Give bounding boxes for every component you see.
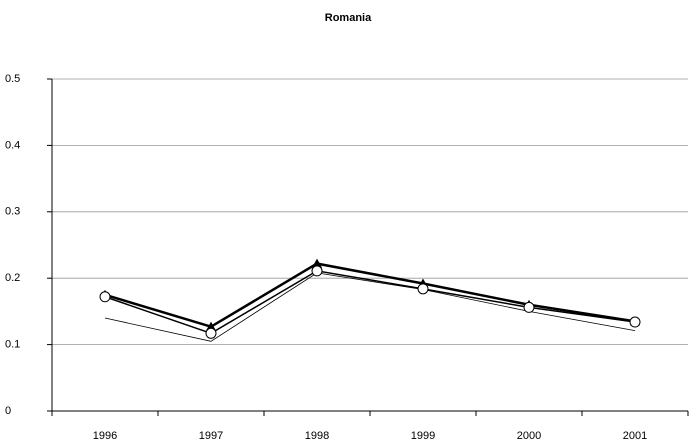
marker	[629, 316, 641, 328]
x-tick-label: 2001	[623, 430, 647, 442]
y-tick-label: 0.1	[5, 339, 20, 351]
y-tick-label: 0	[5, 405, 11, 417]
series-line	[104, 272, 636, 342]
x-tick-label: 1999	[411, 430, 435, 442]
x-tick-label: 1997	[199, 430, 223, 442]
series-line	[104, 262, 636, 329]
marker	[99, 291, 111, 303]
x-tick-label: 1998	[305, 430, 329, 442]
y-tick-label: 0.4	[5, 139, 20, 151]
marker	[312, 258, 322, 268]
y-tick-label: 0.3	[5, 206, 20, 218]
marker	[523, 301, 535, 313]
marker	[205, 327, 217, 339]
marker	[311, 265, 323, 277]
x-tick-label: 2000	[517, 430, 541, 442]
x-tick-label: 1996	[93, 430, 117, 442]
y-tick-label: 0.2	[5, 272, 20, 284]
chart-title: Romania	[325, 12, 372, 24]
series-line	[104, 270, 636, 335]
y-tick-label: 0.5	[5, 73, 20, 85]
marker	[417, 283, 429, 295]
